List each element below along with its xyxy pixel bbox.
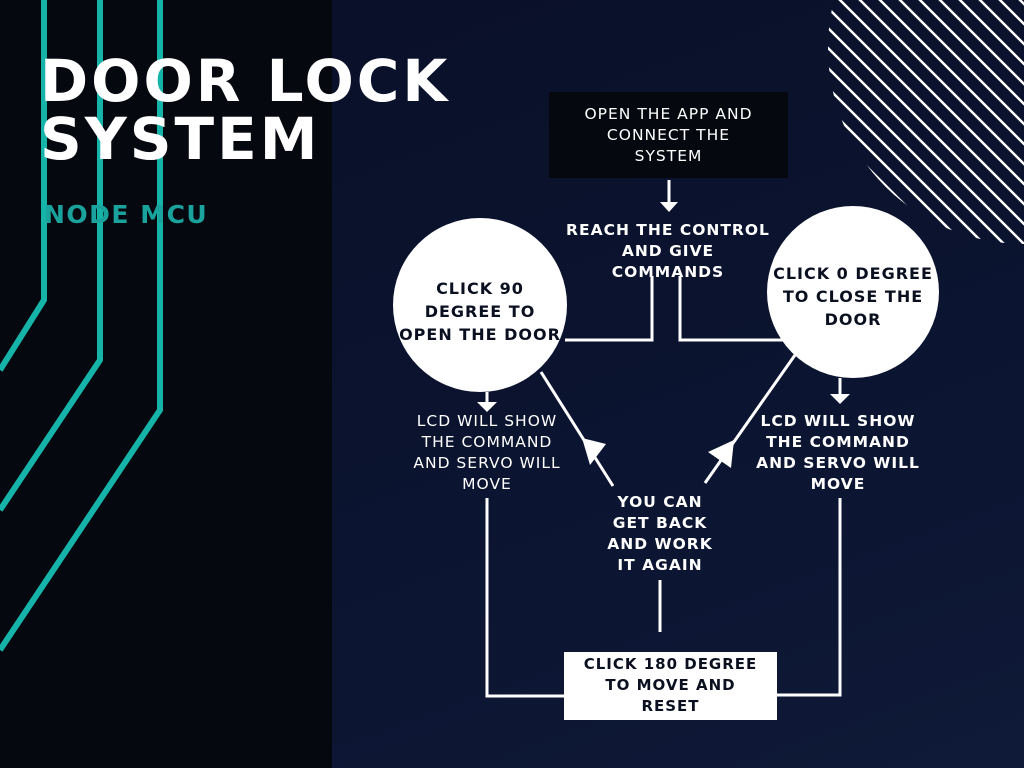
circuit-line-3: [0, 0, 163, 652]
step-click-0-label: CLICK 0 DEGREE TO CLOSE THE DOOR: [773, 264, 933, 329]
circuit-line-2: [0, 0, 103, 512]
step-open-app-label: OPEN THE APP AND CONNECT THE SYSTEM: [584, 105, 753, 165]
slide-title: DOOR LOCK SYSTEM: [40, 47, 451, 173]
slide-subtitle: NODE MCU: [44, 200, 209, 229]
step-lcd-left-label: LCD WILL SHOW THE COMMAND AND SERVO WILL…: [413, 412, 561, 493]
connector-lcd-right-to-180: [777, 498, 842, 697]
step-lcd-right-label: LCD WILL SHOW THE COMMAND AND SERVO WILL…: [756, 412, 920, 493]
arrow-head-down-app: [660, 202, 678, 212]
arrow-head-up-right-diagonal: [708, 440, 734, 468]
step-click-0-circle: [767, 206, 939, 378]
step-click-180-label: CLICK 180 DEGREE TO MOVE AND RESET: [583, 655, 758, 715]
left-panel: [0, 0, 332, 768]
arrow-head-down-lcd-right: [830, 394, 850, 404]
connector-0-to-getback: [703, 354, 797, 484]
connector-90-to-getback: [539, 371, 615, 487]
arrow-head-up-left-diagonal: [582, 438, 606, 465]
connector-control-to-90: [565, 276, 654, 342]
circuit-line-1: [0, 0, 47, 372]
connector-lcd-left-to-180: [485, 498, 564, 698]
step-reach-control-label: REACH THE CONTROL AND GIVE COMMANDS: [566, 221, 770, 281]
step-open-app-box: [549, 92, 788, 178]
step-click-90-label: CLICK 90 DEGREE TO OPEN THE DOOR: [399, 279, 561, 344]
step-click-180-box: [564, 652, 777, 720]
step-get-back-label: YOU CAN GET BACK AND WORK IT AGAIN: [607, 493, 713, 574]
connector-control-to-0: [678, 276, 784, 342]
step-click-90-circle: [393, 218, 567, 392]
circuit-lines-decoration: [0, 0, 163, 652]
arrow-head-down-lcd-left: [477, 402, 497, 412]
